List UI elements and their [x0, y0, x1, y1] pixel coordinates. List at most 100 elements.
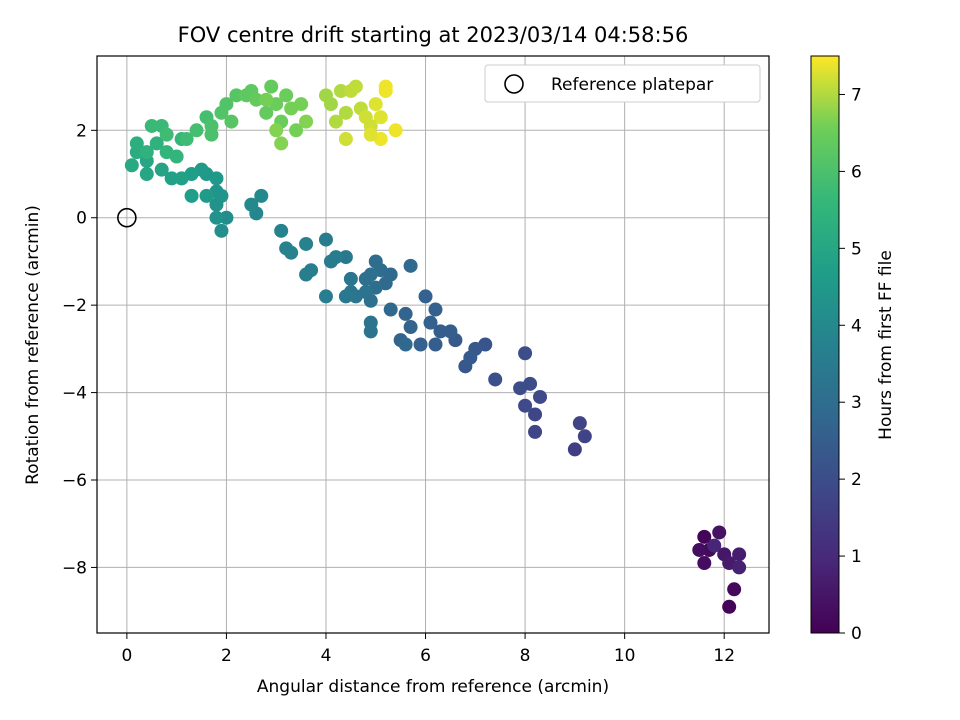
scatter-point [727, 582, 742, 597]
y-axis-ticks: −8 −6 −4 −2 0 2 [62, 121, 97, 578]
scatter-point [338, 132, 353, 147]
plot-frame [96, 55, 770, 634]
y-tick-label: −8 [62, 558, 87, 578]
scatter-point [299, 114, 314, 129]
legend: Reference platepar [484, 64, 761, 103]
scatter-point [383, 302, 398, 317]
scatter-point [244, 197, 259, 212]
scatter-point [318, 289, 333, 304]
scatter-point [518, 346, 533, 361]
scatter-point [528, 424, 543, 439]
scatter-point [697, 556, 712, 571]
scatter-point [398, 306, 413, 321]
chart-title: FOV centre drift starting at 2023/03/14 … [178, 23, 689, 47]
scatter-point [488, 372, 503, 387]
scatter-point [338, 105, 353, 120]
scatter-point [214, 223, 229, 238]
x-axis-ticks: 0 2 4 6 8 10 12 [121, 633, 735, 666]
scatter-point [124, 158, 139, 173]
scatter-point [528, 407, 543, 422]
x-axis-label: Angular distance from reference (arcmin) [257, 677, 609, 697]
scatter-point [289, 123, 304, 138]
scatter-point [318, 232, 333, 247]
colorbar-tick-label: 1 [851, 547, 862, 567]
colorbar-tick-label: 7 [851, 85, 862, 105]
scatter-point [403, 320, 418, 335]
scatter-point [732, 560, 747, 575]
scatter-point [323, 97, 338, 112]
scatter-point [139, 167, 154, 182]
scatter-point [433, 324, 448, 339]
scatter-point [732, 547, 747, 562]
y-tick-label: 0 [76, 209, 87, 229]
x-tick-label: 10 [614, 646, 636, 666]
scatter-point [363, 324, 378, 339]
scatter-point [149, 136, 164, 151]
scatter-point [154, 162, 169, 177]
scatter-point [338, 289, 353, 304]
scatter-point [463, 350, 478, 365]
scatter-point [174, 171, 189, 186]
x-tick-label: 6 [420, 646, 431, 666]
y-tick-label: −4 [62, 384, 87, 404]
scatter-point [269, 123, 284, 138]
scatter-point [229, 88, 244, 103]
scatter-point [692, 542, 707, 557]
scatter-point [418, 289, 433, 304]
scatter-point [378, 83, 393, 98]
scatter-point [224, 114, 239, 129]
x-tick-label: 8 [520, 646, 531, 666]
reference-platepar-marker [117, 207, 137, 228]
scatter-point [209, 210, 224, 225]
colorbar-tick-label: 0 [851, 624, 862, 644]
scatter-point [279, 88, 294, 103]
x-tick-label: 2 [221, 646, 232, 666]
scatter-point [139, 145, 154, 160]
scatter-point [707, 538, 722, 553]
colorbar-tick-label: 4 [851, 316, 862, 336]
scatter-point [328, 114, 343, 129]
scatter-point [204, 118, 219, 133]
scatter-point [179, 132, 194, 147]
scatter-point [697, 529, 712, 544]
y-axis-label: Rotation from reference (arcmin) [23, 205, 43, 485]
scatter-point [368, 97, 383, 112]
grid-lines [97, 56, 769, 633]
scatter-point [518, 398, 533, 413]
scatter-point [219, 97, 234, 112]
scatter-point [259, 92, 274, 107]
scatter-point [299, 236, 314, 251]
scatter-point [343, 271, 358, 286]
scatter-point [169, 149, 184, 164]
scatter-point [572, 416, 587, 431]
colorbar-label: Hours from first FF file [876, 250, 896, 440]
colorbar-tick-label: 6 [851, 162, 862, 182]
scatter-point [249, 92, 264, 107]
scatter-point [577, 429, 592, 444]
scatter-points [124, 79, 747, 614]
scatter-point [348, 79, 363, 94]
scatter-point [722, 599, 737, 614]
y-tick-label: 2 [76, 121, 87, 141]
scatter-point [279, 241, 294, 256]
scatter-point [129, 136, 144, 151]
scatter-point [294, 97, 309, 112]
y-tick-label: −6 [62, 471, 87, 491]
colorbar-tick-label: 5 [851, 239, 862, 259]
scatter-point [403, 258, 418, 273]
colorbar-tick-label: 2 [851, 470, 862, 490]
scatter-point [338, 250, 353, 265]
scatter-point [363, 127, 378, 142]
colorbar-ticks: 0 1 2 3 4 5 6 7 [839, 85, 862, 644]
legend-marker-open-circle [504, 74, 524, 94]
scatter-point [398, 337, 413, 352]
scatter-point [443, 324, 458, 339]
legend-box [484, 64, 761, 103]
scatter-point [358, 271, 373, 286]
scatter-point [333, 83, 348, 98]
scatter-point [219, 210, 234, 225]
scatter-point [199, 188, 214, 203]
scatter-point [164, 171, 179, 186]
x-tick-label: 0 [121, 646, 132, 666]
